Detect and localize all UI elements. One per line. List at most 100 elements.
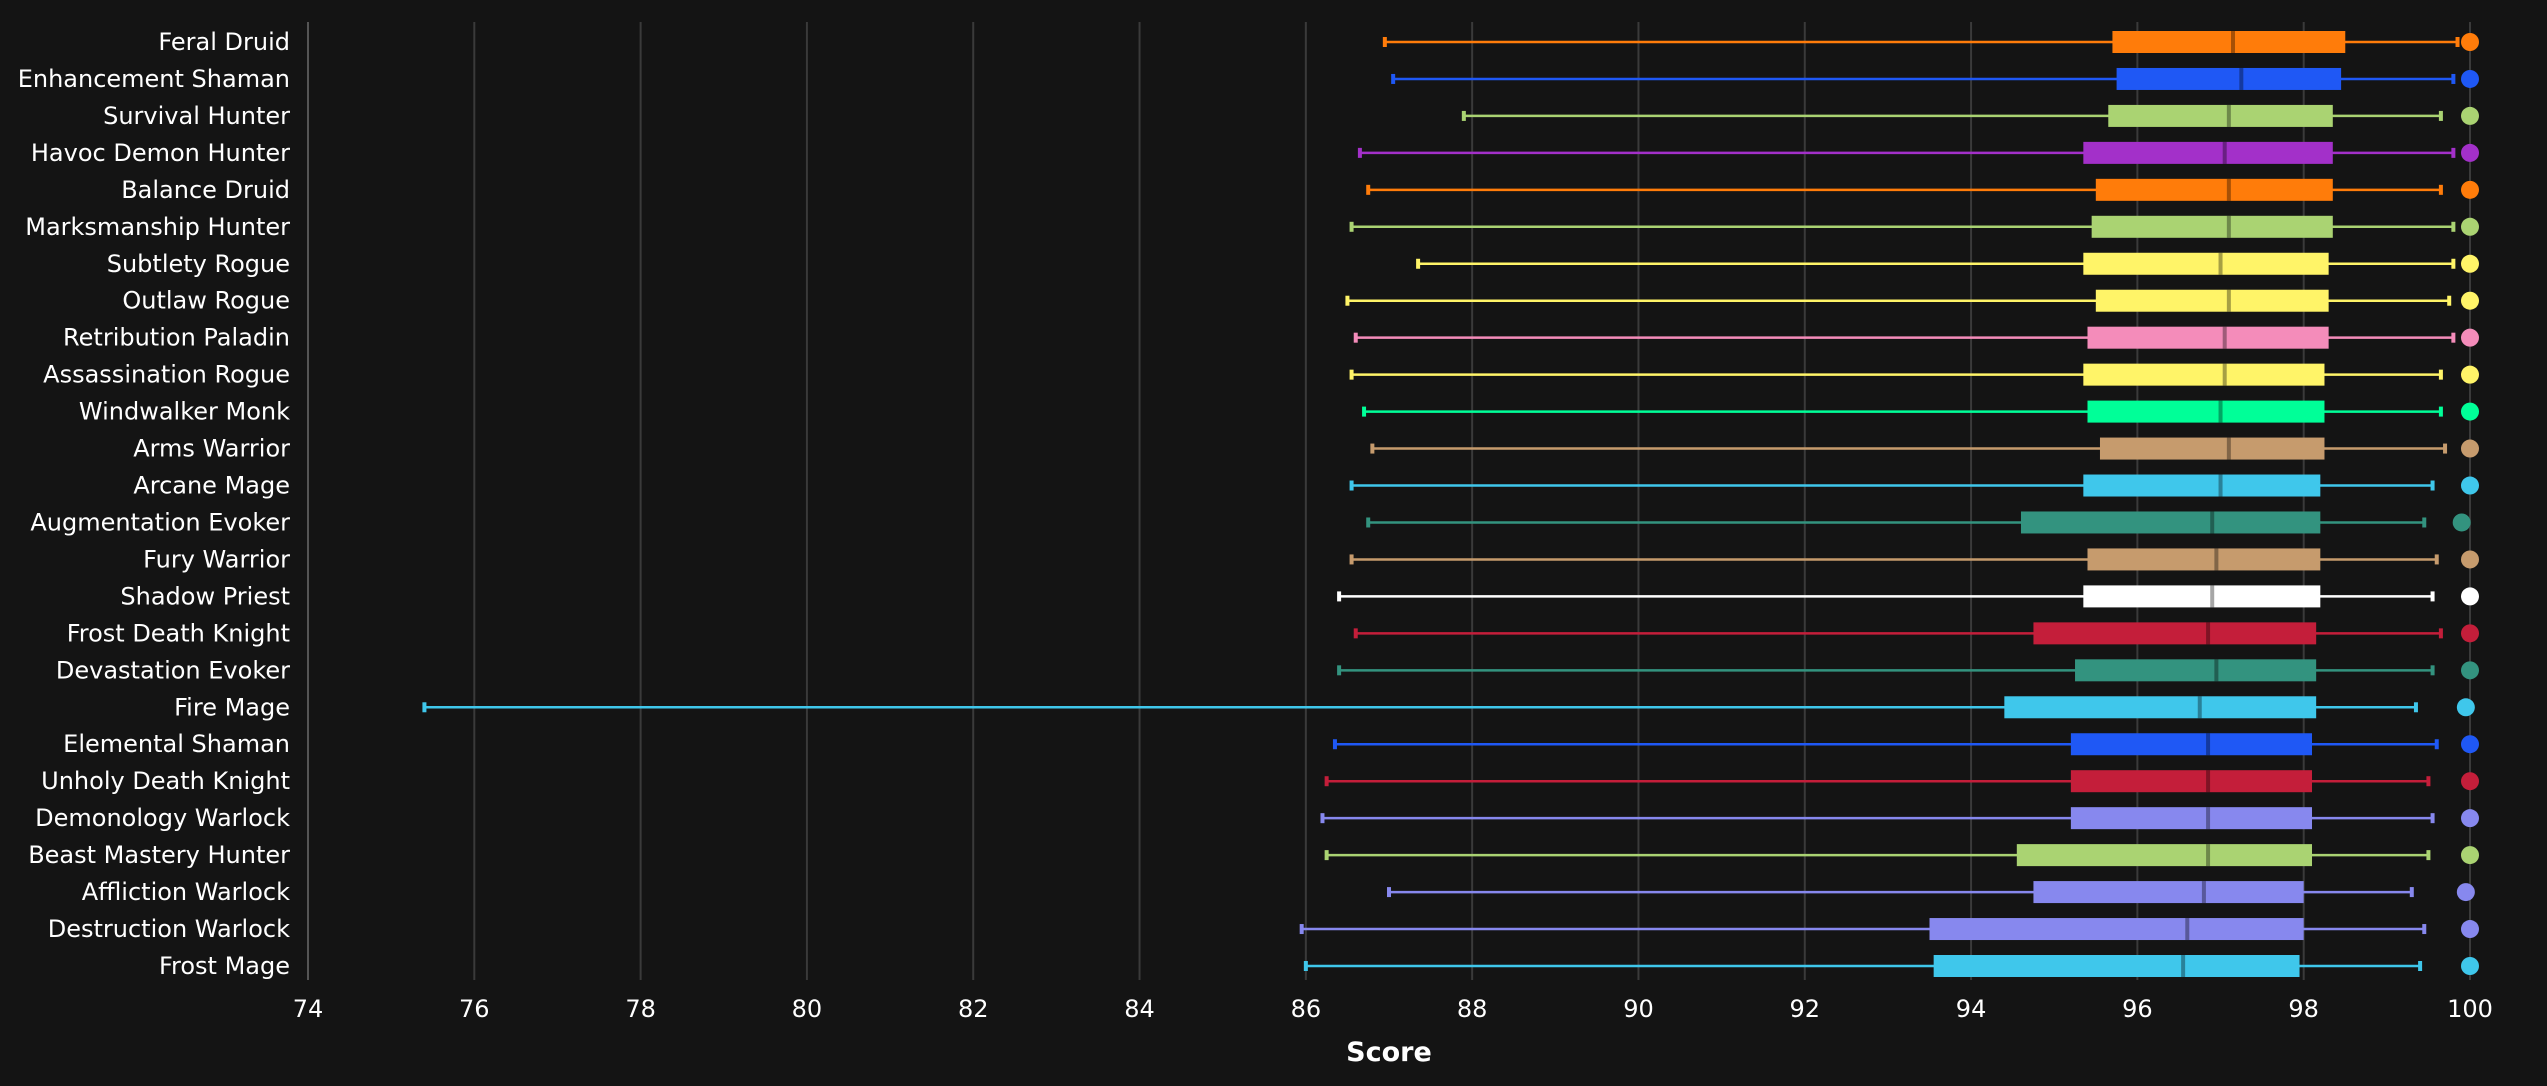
x-tick-label: 82	[958, 995, 989, 1023]
whisker-max-cap	[2426, 850, 2431, 861]
median-line	[2226, 437, 2231, 460]
x-tick-label: 88	[1457, 995, 1488, 1023]
x-tick-label: 92	[1789, 995, 1820, 1023]
whisker-min-cap	[1349, 369, 1354, 380]
median-line	[2181, 955, 2186, 977]
top-score-dot	[2461, 69, 2479, 88]
whisker-min-cap	[1416, 258, 1421, 269]
box-row	[1353, 622, 2479, 645]
top-score-dot	[2461, 328, 2479, 347]
whisker-min-cap	[1337, 665, 1342, 676]
whisker-min-cap	[1337, 591, 1342, 602]
category-label: Affliction Warlock	[82, 878, 290, 906]
top-score-dot	[2461, 772, 2479, 791]
median-line	[2222, 141, 2227, 164]
whisker-max-cap	[2418, 961, 2423, 971]
whisker-min-cap	[1332, 739, 1337, 750]
median-line	[2226, 215, 2231, 238]
iqr-box	[2083, 141, 2333, 164]
median-line	[2231, 31, 2236, 53]
category-label: Frost Death Knight	[67, 619, 290, 647]
box-row	[1337, 585, 2479, 608]
iqr-box	[2095, 178, 2333, 201]
iqr-box	[2020, 511, 2321, 534]
median-line	[2218, 400, 2223, 423]
category-label: Augmentation Evoker	[30, 508, 290, 536]
iqr-box	[2016, 844, 2313, 867]
whisker-max-cap	[2451, 73, 2456, 84]
x-tick-label: 80	[792, 995, 823, 1023]
category-label: Havoc Demon Hunter	[31, 139, 290, 167]
iqr-box	[2083, 363, 2325, 386]
category-labels: Feral Druid Enhancement Shaman Survival Hu…	[18, 28, 290, 980]
top-score-dot	[2461, 254, 2479, 273]
x-tick-labels: 74 76 78 80 82 84 86 88 90 92 94 96 98 100	[293, 995, 2493, 1023]
category-label: Fire Mage	[174, 693, 290, 721]
x-axis-title: Score	[1346, 1037, 1432, 1068]
category-label: Windwalker Monk	[79, 398, 290, 426]
category-label: Feral Druid	[158, 28, 290, 56]
box-row	[1320, 807, 2479, 830]
top-score-dot	[2456, 883, 2475, 902]
median-line	[2222, 363, 2227, 386]
box-row	[1387, 881, 2475, 904]
x-tick-label: 74	[293, 995, 324, 1023]
whisker-min-cap	[1345, 295, 1350, 306]
category-label: Retribution Paladin	[63, 324, 290, 352]
box-row	[1345, 289, 2479, 312]
whisker-max-cap	[2438, 184, 2443, 195]
whisker-max-cap	[2438, 369, 2443, 380]
whisker-min-cap	[1299, 924, 1304, 935]
whisker-max-cap	[2434, 554, 2439, 565]
box-row	[1370, 437, 2479, 460]
box-row	[1366, 511, 2471, 534]
top-score-dot	[2461, 217, 2479, 236]
iqr-box	[2083, 585, 2321, 608]
whisker-min-cap	[1353, 628, 1358, 639]
median-line	[2214, 548, 2219, 571]
top-score-dot	[2461, 291, 2479, 310]
box-row	[1382, 31, 2479, 53]
top-score-dot	[2461, 735, 2479, 754]
x-tick-label: 94	[1956, 995, 1987, 1023]
iqr-box	[2087, 326, 2329, 349]
iqr-box	[2108, 104, 2333, 127]
median-line	[2218, 252, 2223, 275]
iqr-box	[1933, 955, 2300, 977]
median-line	[2206, 770, 2211, 793]
top-score-dot	[2456, 698, 2475, 717]
whisker-max-cap	[2434, 739, 2439, 750]
category-label: Fury Warrior	[143, 545, 290, 573]
whisker-min-cap	[1391, 73, 1396, 84]
category-label: Beast Mastery Hunter	[28, 841, 290, 869]
category-label: Frost Mage	[159, 952, 290, 980]
box-row	[1332, 733, 2479, 756]
whisker-min-cap	[1387, 887, 1391, 898]
median-line	[2185, 918, 2190, 941]
box-series	[422, 31, 2479, 977]
category-label: Enhancement Shaman	[18, 65, 290, 93]
box-row	[1324, 844, 2479, 867]
iqr-box	[2075, 659, 2317, 682]
whisker-max-cap	[2455, 37, 2460, 47]
whisker-max-cap	[2451, 221, 2456, 232]
top-score-dot	[2461, 846, 2479, 865]
box-row	[1353, 326, 2479, 349]
top-score-dot	[2461, 809, 2479, 828]
iqr-box	[2033, 622, 2317, 645]
whisker-min-cap	[1349, 480, 1354, 491]
top-score-dot	[2461, 624, 2479, 643]
whisker-min-cap	[1324, 776, 1329, 787]
whisker-max-cap	[2409, 887, 2414, 898]
whisker-max-cap	[2451, 258, 2456, 269]
median-line	[2226, 104, 2231, 127]
top-score-dot	[2461, 661, 2479, 680]
category-label: Subtlety Rogue	[107, 250, 290, 278]
x-tick-label: 86	[1291, 995, 1322, 1023]
whisker-min-cap	[1357, 147, 1362, 158]
box-row	[1337, 659, 2479, 682]
median-line	[2206, 844, 2211, 867]
category-label: Assassination Rogue	[43, 361, 290, 389]
whisker-min-cap	[1353, 332, 1358, 343]
